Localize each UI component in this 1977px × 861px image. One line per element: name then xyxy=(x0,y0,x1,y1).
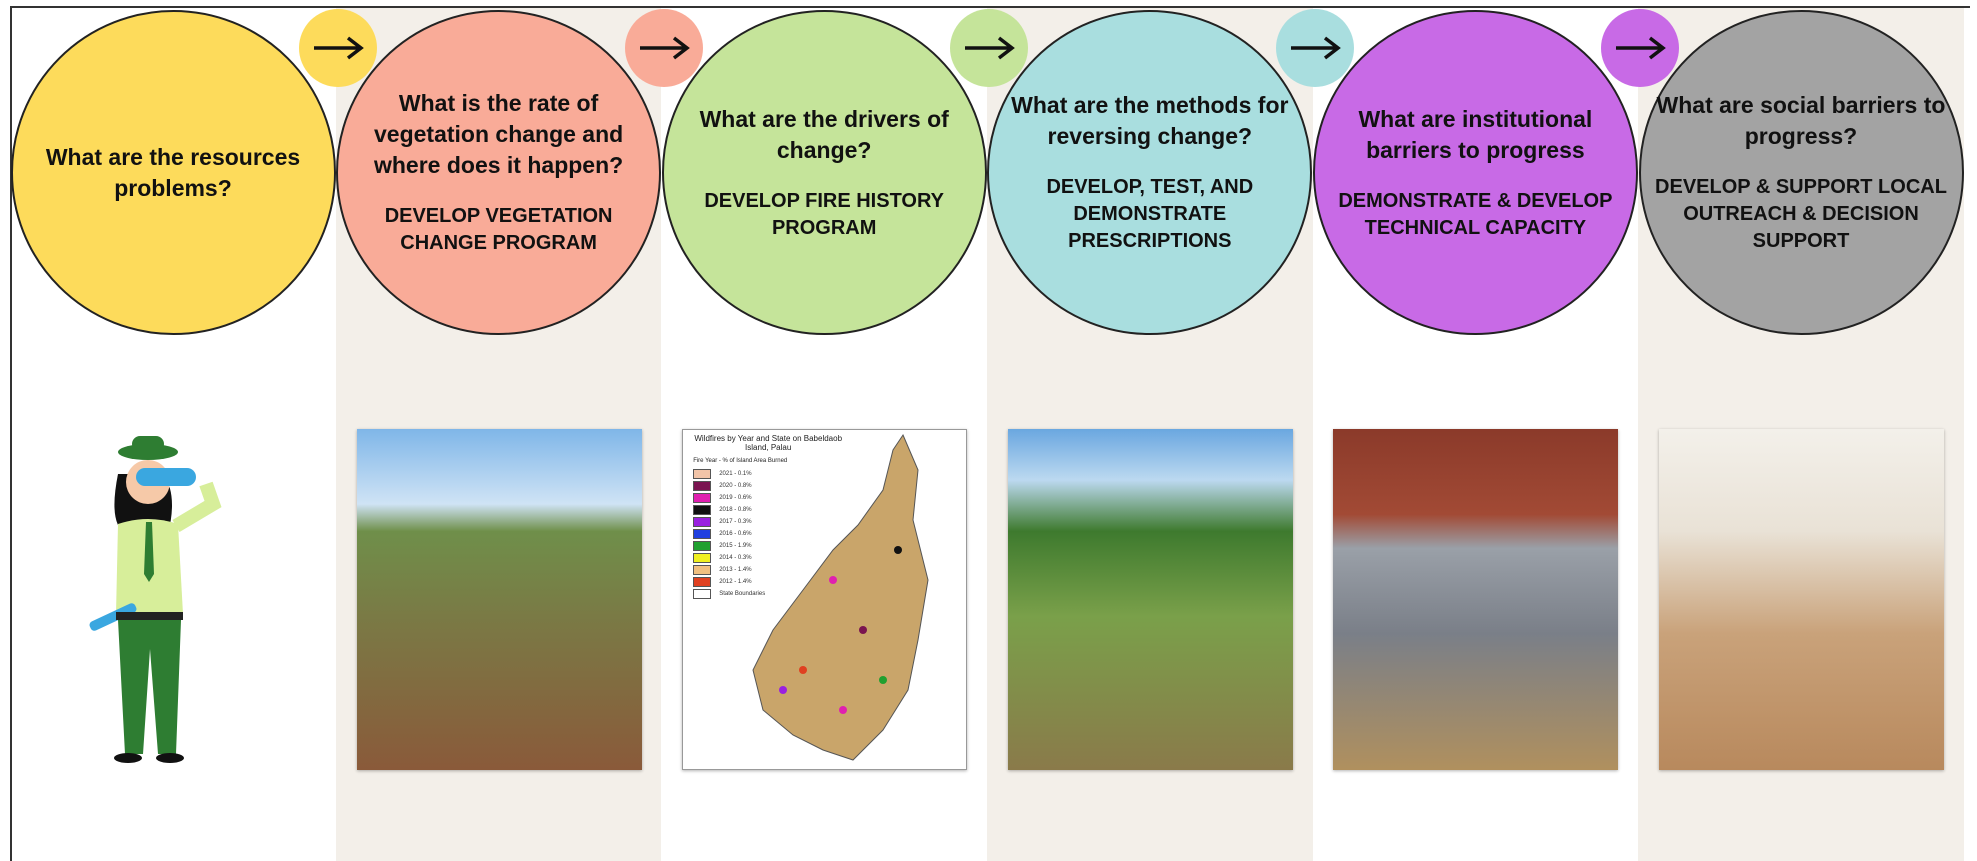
legend-row: 2016 - 0.6% xyxy=(693,528,843,540)
legend-swatch xyxy=(693,589,712,599)
shrubland-photo xyxy=(356,429,642,770)
action: DEVELOP VEGETATION CHANGE PROGRAM xyxy=(384,205,613,254)
step-circle: What are the resources problems? xyxy=(10,10,336,335)
legend-label: 2012 - 1.4% xyxy=(719,579,752,585)
burn-patch xyxy=(894,546,903,554)
action: DEMONSTRATE & DEVELOP TECHNICAL CAPACITY xyxy=(1338,189,1613,239)
ranger-illustration xyxy=(89,436,222,763)
burn-patch xyxy=(829,576,838,584)
arrow-circle xyxy=(624,9,703,87)
legend-swatch xyxy=(693,577,712,587)
action: DEVELOP, TEST, AND DEMONSTRATE PRESCRIPT… xyxy=(1046,176,1254,252)
flashlight xyxy=(89,603,137,631)
legend-swatch xyxy=(693,565,712,575)
map-subtitle: Fire Year - % of Island Area Burned xyxy=(693,458,788,464)
step-circle: What are social barriers to progress? DEV… xyxy=(1638,10,1964,335)
hat-top xyxy=(132,436,164,452)
burn-patch xyxy=(799,666,808,674)
burn-patch xyxy=(879,676,888,684)
legend-swatch xyxy=(693,469,712,479)
binoculars xyxy=(136,468,196,486)
belt xyxy=(116,612,183,620)
legend-row: 2020 - 0.8% xyxy=(693,480,843,492)
arrow xyxy=(1290,36,1341,60)
burn-patch xyxy=(839,706,848,714)
question: What are the drivers of change? xyxy=(699,105,949,163)
legend-swatch xyxy=(693,541,712,551)
legend-label: 2019 - 0.6% xyxy=(719,495,752,501)
question: What are institutional barriers to progr… xyxy=(1358,105,1593,163)
legend-row: State Boundaries xyxy=(693,588,843,600)
legend-label: 2018 - 0.8% xyxy=(719,507,752,513)
legend-label: 2017 - 0.3% xyxy=(719,519,752,525)
arrow-line xyxy=(314,36,364,60)
arm xyxy=(172,481,222,533)
step-circle: What are institutional barriers to progr… xyxy=(1312,10,1638,335)
legend-label: 2014 - 0.3% xyxy=(719,555,752,561)
pants xyxy=(118,620,181,754)
legend-label: 2021 - 0.1% xyxy=(719,471,752,477)
legend-swatch xyxy=(693,493,712,503)
question: What is the rate of vegetation change an… xyxy=(373,90,624,178)
legend-label: State Boundaries xyxy=(719,591,766,597)
question: What are the methods for reversing chang… xyxy=(1011,92,1289,149)
burn-patch xyxy=(859,626,868,634)
arrow xyxy=(965,36,1016,60)
arrow-circle xyxy=(1601,9,1680,87)
legend-row: 2019 - 0.6% xyxy=(693,492,843,504)
tie xyxy=(144,522,154,582)
legend-swatch xyxy=(693,553,712,563)
arrow xyxy=(1616,36,1667,60)
action: DEVELOP & SUPPORT LOCAL OUTREACH & DECIS… xyxy=(1655,176,1947,252)
arrow-line xyxy=(639,36,690,60)
frame xyxy=(10,6,1970,861)
island-map xyxy=(752,433,929,761)
legend-row: 2018 - 0.8% xyxy=(693,504,843,516)
step-circle: What is the rate of vegetation change an… xyxy=(336,10,662,335)
shoe xyxy=(156,753,184,763)
legend-swatch xyxy=(693,505,712,515)
legend-row: 2013 - 1.4% xyxy=(693,564,843,576)
arrow-line xyxy=(965,36,1016,60)
map-legend: Wildfires by Year and State on Babeldaob… xyxy=(693,434,843,600)
legend-row: 2014 - 0.3% xyxy=(693,552,843,564)
action: DEVELOP FIRE HISTORY PROGRAM xyxy=(704,189,945,239)
legend-row: 2015 - 1.9% xyxy=(693,540,843,552)
map-photo: Wildfires by Year and State on Babeldaob… xyxy=(682,429,968,770)
arrow-line xyxy=(1290,36,1341,60)
arrow xyxy=(639,36,690,60)
burn-patch xyxy=(779,686,788,694)
legend-swatch xyxy=(693,517,712,527)
legend-row: 2012 - 1.4% xyxy=(693,576,843,588)
map-title: Wildfires by Year and State on Babeldaob… xyxy=(694,434,843,452)
classroom-photo xyxy=(1659,429,1944,770)
arrow-circle xyxy=(1275,9,1354,87)
arrow-circle xyxy=(299,9,377,87)
legend-swatch xyxy=(693,529,712,539)
shoe xyxy=(114,753,142,763)
question: What are social barriers to progress? xyxy=(1656,92,1946,149)
legend-label: 2020 - 0.8% xyxy=(719,483,752,489)
legend-swatch xyxy=(693,481,712,491)
legend-row: 2021 - 0.1% xyxy=(693,468,843,480)
arrow xyxy=(314,36,364,60)
legend-label: 2015 - 1.9% xyxy=(719,543,752,549)
shelter-photo xyxy=(1333,429,1619,770)
arrow-line xyxy=(1616,36,1667,60)
legend-row: 2017 - 0.3% xyxy=(693,516,843,528)
arrow-circle xyxy=(950,9,1029,87)
step-circle: What are the methods for reversing chang… xyxy=(987,10,1313,335)
step-circle: What are the drivers of change? DEVELOP F… xyxy=(661,10,987,335)
legend-label: 2013 - 1.4% xyxy=(719,567,752,573)
question: What are the resources problems? xyxy=(45,143,301,201)
planting-photo xyxy=(1007,429,1293,770)
legend-label: 2016 - 0.6% xyxy=(719,531,752,537)
